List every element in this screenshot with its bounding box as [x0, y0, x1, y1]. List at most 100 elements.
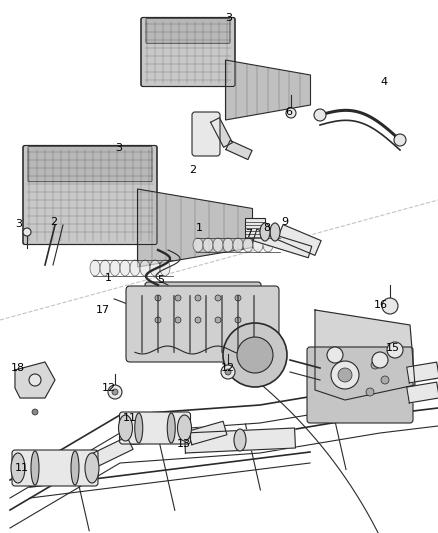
- Ellipse shape: [203, 238, 213, 252]
- Text: 1: 1: [105, 273, 112, 283]
- Circle shape: [225, 369, 231, 375]
- Polygon shape: [315, 310, 415, 400]
- Ellipse shape: [140, 260, 150, 276]
- Circle shape: [338, 368, 352, 382]
- Polygon shape: [184, 428, 296, 453]
- Ellipse shape: [177, 415, 191, 441]
- Ellipse shape: [150, 260, 160, 276]
- Circle shape: [223, 323, 287, 387]
- Circle shape: [175, 317, 181, 323]
- Polygon shape: [253, 229, 312, 258]
- FancyBboxPatch shape: [23, 146, 157, 245]
- Ellipse shape: [120, 260, 130, 276]
- Ellipse shape: [31, 451, 39, 485]
- FancyBboxPatch shape: [28, 147, 152, 182]
- Circle shape: [175, 295, 181, 301]
- Text: 6: 6: [286, 107, 293, 117]
- Text: 9: 9: [282, 217, 289, 227]
- Circle shape: [371, 361, 379, 369]
- Text: 15: 15: [386, 343, 400, 353]
- Polygon shape: [188, 421, 227, 445]
- Circle shape: [29, 374, 41, 386]
- Ellipse shape: [100, 260, 110, 276]
- FancyBboxPatch shape: [120, 412, 191, 444]
- Circle shape: [237, 337, 273, 373]
- Text: 4: 4: [381, 77, 388, 87]
- FancyBboxPatch shape: [145, 282, 261, 350]
- Ellipse shape: [110, 260, 120, 276]
- Text: 17: 17: [96, 305, 110, 315]
- Text: 5: 5: [158, 275, 165, 285]
- Circle shape: [155, 295, 161, 301]
- Ellipse shape: [11, 453, 25, 483]
- Polygon shape: [277, 224, 321, 255]
- Text: 3: 3: [116, 143, 123, 153]
- Polygon shape: [211, 118, 233, 147]
- Circle shape: [387, 342, 403, 358]
- FancyBboxPatch shape: [141, 18, 235, 86]
- Polygon shape: [407, 362, 438, 383]
- Text: 3: 3: [15, 219, 22, 229]
- Text: 1: 1: [195, 223, 202, 233]
- Ellipse shape: [85, 453, 99, 483]
- FancyBboxPatch shape: [126, 286, 279, 362]
- Circle shape: [331, 361, 359, 389]
- Polygon shape: [15, 362, 55, 398]
- Ellipse shape: [253, 238, 263, 252]
- Polygon shape: [92, 437, 133, 466]
- Circle shape: [215, 317, 221, 323]
- Ellipse shape: [233, 238, 243, 252]
- Circle shape: [215, 295, 221, 301]
- Text: 8: 8: [263, 223, 271, 233]
- Ellipse shape: [223, 238, 233, 252]
- Circle shape: [195, 295, 201, 301]
- Circle shape: [112, 389, 118, 395]
- Ellipse shape: [90, 260, 100, 276]
- Circle shape: [286, 108, 296, 118]
- Text: 11: 11: [15, 463, 29, 473]
- FancyBboxPatch shape: [146, 19, 230, 43]
- Text: 16: 16: [374, 300, 388, 310]
- Ellipse shape: [243, 238, 253, 252]
- Ellipse shape: [270, 223, 280, 241]
- Circle shape: [372, 352, 388, 368]
- Circle shape: [155, 317, 161, 323]
- Ellipse shape: [135, 413, 143, 443]
- Ellipse shape: [234, 429, 246, 451]
- Ellipse shape: [263, 238, 273, 252]
- Text: 2: 2: [190, 165, 197, 175]
- Ellipse shape: [71, 451, 79, 485]
- FancyBboxPatch shape: [192, 112, 220, 156]
- Text: 7: 7: [245, 229, 253, 239]
- Circle shape: [381, 376, 389, 384]
- FancyBboxPatch shape: [12, 450, 98, 486]
- Circle shape: [32, 409, 38, 415]
- Circle shape: [195, 317, 201, 323]
- Ellipse shape: [130, 260, 140, 276]
- Ellipse shape: [260, 223, 270, 241]
- Polygon shape: [407, 382, 438, 403]
- Circle shape: [327, 347, 343, 363]
- Polygon shape: [138, 189, 252, 267]
- Circle shape: [108, 385, 122, 399]
- Ellipse shape: [119, 415, 133, 441]
- Polygon shape: [226, 141, 252, 159]
- Text: 11: 11: [123, 413, 137, 423]
- Ellipse shape: [167, 413, 175, 443]
- Text: 13: 13: [177, 439, 191, 449]
- Circle shape: [366, 388, 374, 396]
- Circle shape: [235, 317, 241, 323]
- Circle shape: [235, 295, 241, 301]
- Ellipse shape: [213, 238, 223, 252]
- Text: 2: 2: [50, 217, 57, 227]
- Text: 12: 12: [102, 383, 116, 393]
- Polygon shape: [226, 60, 311, 120]
- Circle shape: [394, 134, 406, 146]
- Text: 3: 3: [226, 13, 233, 23]
- Bar: [245, 218, 265, 238]
- Circle shape: [23, 228, 31, 236]
- Circle shape: [382, 298, 398, 314]
- Circle shape: [314, 109, 326, 121]
- Text: 12: 12: [221, 363, 235, 373]
- FancyBboxPatch shape: [307, 347, 413, 423]
